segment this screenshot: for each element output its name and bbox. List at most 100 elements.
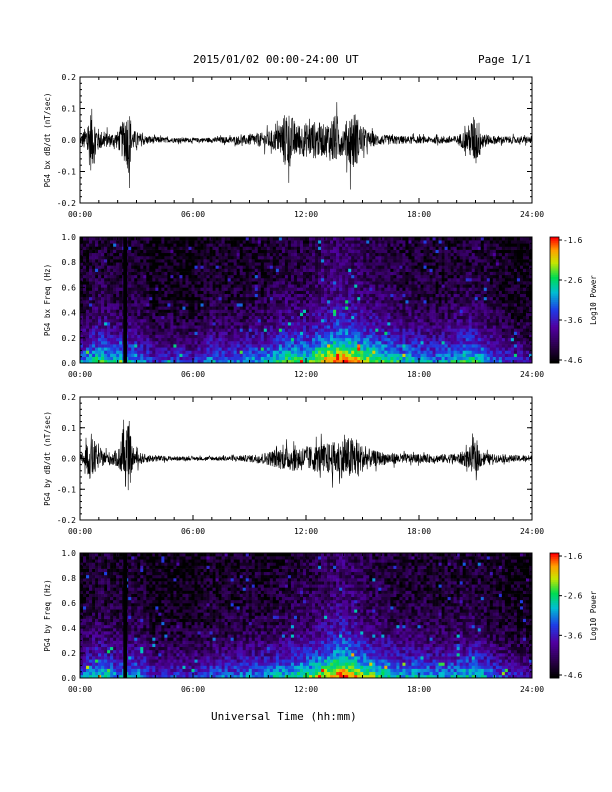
spectrogram-cell: [375, 290, 379, 294]
spectrogram-cell: [116, 277, 120, 282]
spectrogram-cell: [396, 277, 400, 282]
spectrogram-cell: [107, 237, 111, 241]
spectrogram-cell: [333, 325, 337, 329]
spectrogram-cell: [155, 322, 159, 326]
spectrogram-cell: [110, 303, 114, 307]
spectrogram-cell: [369, 262, 373, 266]
spectrogram-cell: [143, 331, 147, 335]
spectrogram-cell: [251, 284, 256, 288]
spectrogram-cell: [312, 356, 316, 361]
spectrogram-cell: [324, 300, 328, 304]
spectrogram-cell: [86, 312, 90, 317]
spectrogram-cell: [239, 325, 244, 329]
spectrogram-cell: [230, 277, 234, 282]
spectrogram-cell: [315, 356, 319, 361]
spectrogram-cell: [182, 271, 186, 276]
spectrogram-cell: [167, 350, 171, 354]
spectrogram-cell: [423, 293, 427, 298]
spectrogram-cell: [429, 240, 433, 244]
spectrogram-cell: [426, 255, 430, 260]
spectrogram-cell: [179, 312, 183, 317]
spectrogram-cell: [405, 309, 409, 313]
spectrogram-cell: [224, 252, 228, 257]
spectrogram-cell: [321, 309, 325, 313]
spectrogram-cell: [239, 296, 244, 301]
spectrogram-cell: [113, 347, 117, 351]
spectrogram-cell: [95, 296, 99, 301]
spectrogram-cell: [260, 359, 265, 364]
spectrogram-cell: [119, 309, 123, 313]
spectrogram-cell: [299, 243, 304, 247]
spectrogram-cell: [191, 284, 195, 288]
spectrogram-cell: [426, 296, 430, 301]
spectrogram-cell: [83, 318, 87, 323]
spectrogram-cell: [113, 350, 117, 354]
spectrogram-cell: [269, 328, 274, 332]
spectrogram-cell: [176, 300, 180, 304]
spectrogram-cell: [146, 315, 150, 320]
spectrogram-cell: [351, 328, 355, 332]
spectrogram-cell: [233, 328, 237, 332]
spectrogram-cell: [372, 353, 376, 357]
spectrogram-cell: [384, 281, 388, 285]
spectrogram-cell: [137, 340, 141, 345]
spectrogram-cell: [254, 322, 259, 326]
spectrogram-cell: [176, 284, 180, 288]
spectrogram-cell: [170, 347, 174, 351]
spectrogram-cell: [372, 255, 376, 260]
spectrogram-cell: [257, 334, 262, 339]
spectrogram-cell: [176, 303, 180, 307]
spectrogram-cell: [399, 356, 403, 361]
spectrogram-cell: [290, 347, 295, 351]
spectrogram-cell: [293, 318, 298, 323]
spectrogram-cell: [351, 277, 355, 282]
spectrogram-cell: [411, 284, 415, 288]
spectrogram-cell: [435, 340, 439, 345]
spectrogram-cell: [206, 240, 210, 244]
spectrogram-cell: [218, 246, 222, 250]
spectrogram-cell: [381, 318, 385, 323]
spectrogram-cell: [218, 274, 222, 279]
spectrogram-cell: [251, 300, 256, 304]
spectrogram-cell: [438, 293, 442, 298]
spectrogram-cell: [242, 262, 247, 266]
spectrogram-cell: [309, 277, 313, 282]
spectrogram-cell: [414, 287, 418, 291]
spectrogram-cell: [215, 252, 219, 257]
spectrogram-cell: [312, 353, 316, 357]
spectrogram-cell: [351, 296, 355, 301]
spectrogram-cell: [287, 356, 292, 361]
spectrogram-cell: [296, 271, 301, 276]
spectrogram-cell: [351, 249, 355, 254]
spectrogram-cell: [113, 259, 117, 263]
spectrogram-cell: [197, 259, 201, 263]
spectrogram-cell: [167, 274, 171, 279]
spectrogram-cell: [324, 331, 328, 335]
spectrogram-cell: [104, 246, 108, 250]
spectrogram-cell: [203, 334, 207, 339]
spectrogram-cell: [263, 249, 268, 254]
spectrogram-cell: [287, 268, 292, 272]
spectrogram-cell: [215, 347, 219, 351]
spectrogram-cell: [330, 246, 334, 250]
spectrogram-cell: [354, 249, 358, 254]
spectrogram-cell: [254, 268, 259, 272]
spectrogram-cell: [408, 274, 412, 279]
spectrogram-cell: [318, 325, 322, 329]
spectrogram-cell: [188, 356, 192, 361]
spectrogram-cell: [372, 340, 376, 345]
spectrogram-cell: [176, 293, 180, 298]
spectrogram-cell: [390, 290, 394, 294]
spectrogram-cell: [339, 293, 343, 298]
spectrogram-cell: [200, 337, 204, 342]
spectrogram-cell: [342, 340, 346, 345]
spectrogram-cell: [414, 340, 418, 345]
spectrogram-cell: [290, 243, 295, 247]
spectrogram-cell: [224, 303, 228, 307]
spectrogram-cell: [143, 340, 147, 345]
spectrogram-cell: [351, 306, 355, 310]
spectrogram-cell: [218, 262, 222, 266]
spectrogram-cell: [152, 284, 156, 288]
spectrogram-cell: [287, 353, 292, 357]
spectrogram-cell: [92, 265, 96, 269]
